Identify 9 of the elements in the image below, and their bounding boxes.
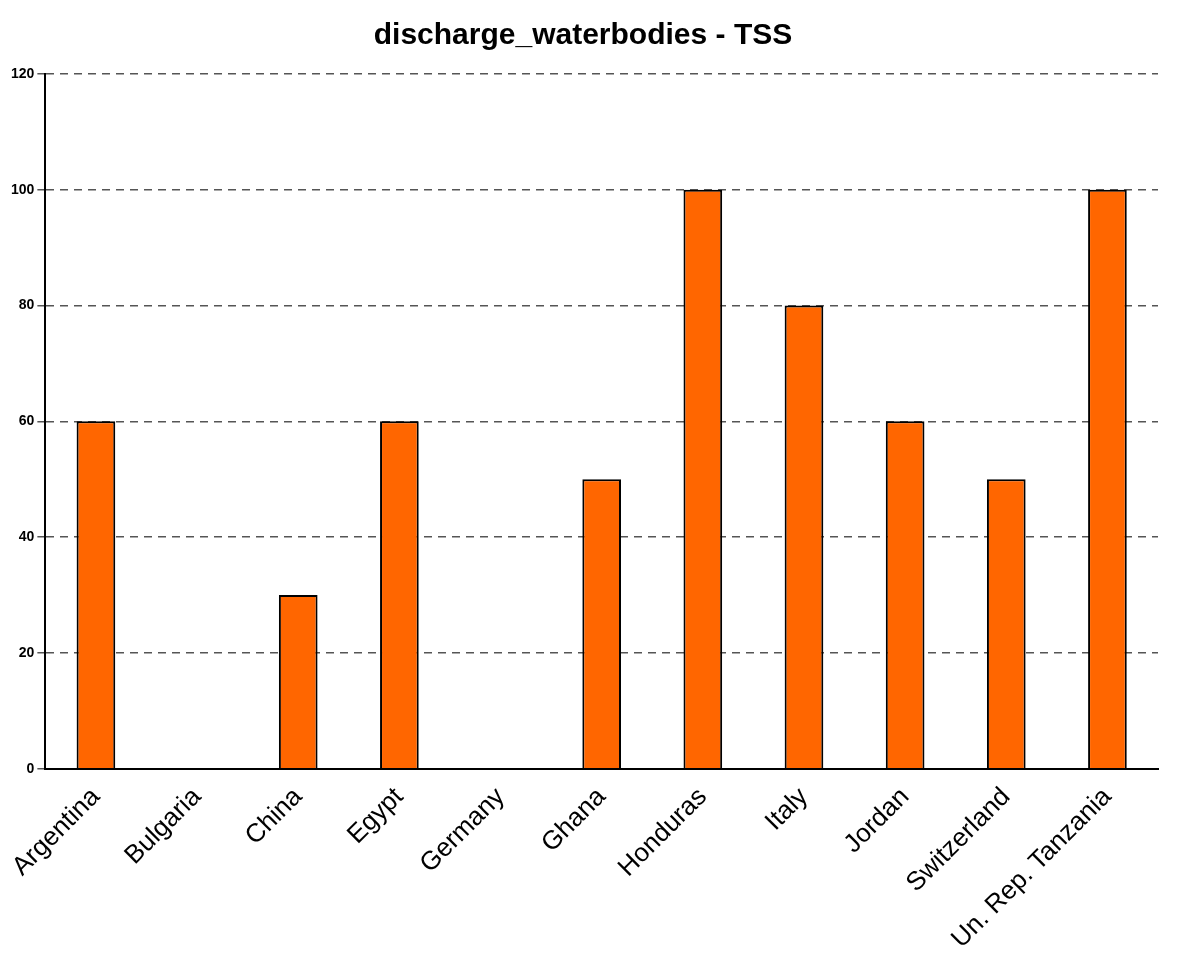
y-tick-label: 120 [11,64,35,81]
y-tick-label: 60 [18,412,35,429]
x-tick-label: Italy [758,780,814,836]
chart-title: discharge_waterbodies - TSS [373,17,793,51]
y-tick-label: 20 [18,643,35,660]
y-tick-label: 80 [18,296,35,313]
y-tick-label: 0 [26,759,35,776]
y-tick-label: 40 [18,527,35,544]
y-tick-label: 100 [11,180,35,197]
